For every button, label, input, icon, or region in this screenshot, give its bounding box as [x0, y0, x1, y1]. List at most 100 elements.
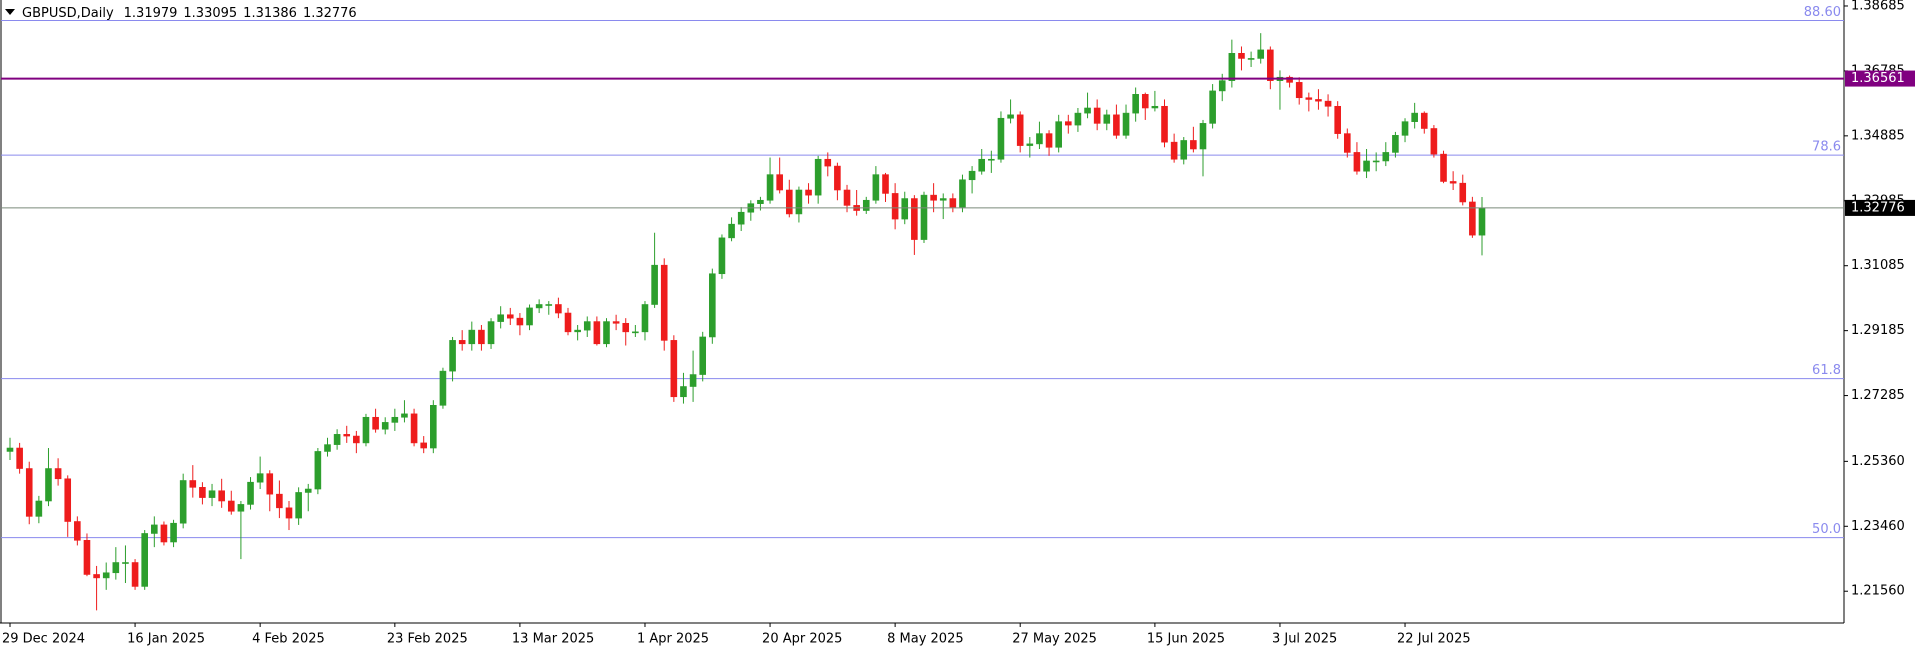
candle-body	[1209, 90, 1216, 124]
candle-body	[343, 434, 351, 437]
candle-body	[391, 416, 399, 423]
level-label: 78.6	[1812, 140, 1841, 155]
candle-body	[1286, 76, 1293, 83]
candle-body	[170, 522, 177, 543]
candle-body	[795, 189, 803, 215]
y-tick-label: 1.38685	[1851, 0, 1905, 13]
candle-body	[805, 189, 812, 196]
candle-body	[1401, 121, 1409, 136]
candle-body	[564, 312, 572, 333]
candle-body	[353, 435, 360, 444]
x-tick-label: 16 Jan 2025	[127, 632, 205, 647]
y-tick-label: 1.25360	[1851, 454, 1905, 469]
candle-body	[102, 572, 110, 579]
candle-body	[1036, 133, 1043, 145]
candle-body	[151, 524, 158, 534]
candle-body	[737, 211, 745, 225]
candle-body	[1026, 143, 1034, 146]
candle-body	[593, 321, 601, 345]
candle-body	[83, 539, 91, 575]
candle-body	[766, 174, 774, 201]
candle-body	[1459, 182, 1467, 203]
candle-body	[1295, 82, 1303, 99]
y-tick-label: 1.34885	[1851, 128, 1905, 143]
candle-body	[660, 264, 668, 341]
candle-body	[324, 444, 331, 452]
candle-body	[651, 264, 658, 305]
candle-body	[381, 422, 389, 430]
candle-body	[1228, 53, 1236, 81]
x-tick-label: 3 Jul 2025	[1272, 632, 1337, 647]
price-label-box	[1845, 70, 1915, 87]
candle-body	[862, 199, 870, 211]
candle-body	[25, 468, 33, 517]
candle-body	[35, 500, 43, 517]
candle-body	[458, 340, 466, 345]
candle-body	[64, 478, 72, 522]
candle-body	[632, 331, 639, 334]
candle-body	[218, 490, 225, 502]
candle-body	[1238, 53, 1245, 59]
candle-body	[1469, 201, 1476, 236]
candle-body	[997, 117, 1005, 160]
candle-body	[718, 237, 726, 275]
candle-body	[45, 468, 52, 502]
candle-body	[74, 521, 81, 541]
candle-body	[141, 533, 148, 587]
candle-body	[1074, 112, 1082, 126]
y-tick-label: 1.23460	[1851, 519, 1905, 534]
candle-body	[285, 507, 293, 519]
candle-body	[487, 321, 495, 345]
candle-body	[1055, 121, 1062, 148]
candle-body	[574, 329, 581, 333]
candle-body	[882, 174, 889, 194]
level-label: 50.0	[1812, 522, 1841, 537]
candle-body	[776, 174, 783, 191]
candle-body	[420, 442, 427, 449]
candle-body	[506, 314, 514, 319]
x-tick-label: 1 Apr 2025	[637, 632, 709, 647]
candle-body	[1190, 140, 1197, 150]
candle-body	[1141, 94, 1149, 109]
price-label: 1.32776	[1851, 200, 1905, 215]
candle-body	[439, 370, 447, 406]
candle-body	[1392, 135, 1399, 153]
candle-body	[497, 314, 504, 322]
candle-body	[680, 386, 687, 398]
menu-triangle[interactable]	[5, 9, 15, 15]
candle-body	[641, 304, 649, 333]
candle-body	[362, 416, 370, 444]
candle-body	[276, 493, 283, 509]
candle-body	[333, 434, 341, 445]
candle-body	[1007, 114, 1014, 119]
candle-body	[949, 198, 957, 208]
chart-header: GBPUSD,Daily 1.31979 1.33095 1.31386 1.32776	[22, 6, 357, 21]
candle-body	[131, 562, 139, 587]
header-low: 1.31386	[243, 6, 297, 21]
candle-body	[160, 524, 168, 543]
candle-body	[179, 480, 187, 524]
candle-body	[1170, 141, 1178, 160]
x-tick-label: 4 Feb 2025	[252, 632, 325, 647]
candle-body	[728, 223, 735, 239]
candle-body	[1324, 100, 1332, 107]
candle-body	[410, 413, 418, 444]
x-tick-label: 29 Dec 2024	[2, 632, 85, 647]
candle-body	[1180, 140, 1188, 160]
candle-body	[1113, 114, 1120, 136]
candle-body	[603, 321, 610, 345]
candle-body	[6, 447, 14, 452]
candle-body	[449, 340, 456, 372]
candle-body	[545, 304, 553, 306]
candle-body	[1411, 112, 1418, 122]
candle-body	[814, 158, 822, 196]
candle-body	[314, 451, 322, 490]
candle-body	[208, 490, 216, 498]
candle-body	[1305, 97, 1313, 100]
header-high: 1.33095	[183, 6, 237, 21]
candle-body	[112, 562, 120, 574]
candle-body	[1382, 152, 1390, 162]
candle-body	[1420, 112, 1428, 129]
x-tick-label: 23 Feb 2025	[387, 632, 468, 647]
candle-body	[122, 562, 129, 564]
